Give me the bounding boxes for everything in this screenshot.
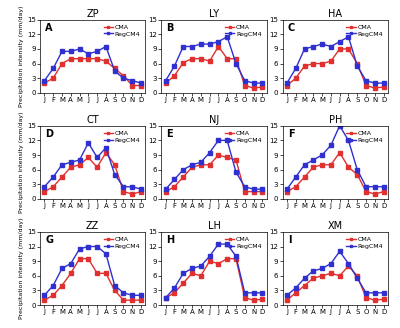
Y-axis label: Precipitation intensity (mm/day): Precipitation intensity (mm/day) <box>19 6 24 107</box>
Y-axis label: Precipitation intensity (mm/day): Precipitation intensity (mm/day) <box>19 218 24 319</box>
Legend: CMA, RegCM4: CMA, RegCM4 <box>344 23 385 39</box>
Legend: CMA, RegCM4: CMA, RegCM4 <box>102 235 142 251</box>
Legend: CMA, RegCM4: CMA, RegCM4 <box>223 23 264 39</box>
Title: LY: LY <box>209 9 219 19</box>
Text: G: G <box>45 235 53 245</box>
Legend: CMA, RegCM4: CMA, RegCM4 <box>344 129 385 145</box>
Text: B: B <box>166 23 174 32</box>
Text: I: I <box>288 235 291 245</box>
Text: F: F <box>288 129 294 139</box>
Title: XM: XM <box>328 221 343 231</box>
Legend: CMA, RegCM4: CMA, RegCM4 <box>344 235 385 251</box>
Text: C: C <box>288 23 295 32</box>
Legend: CMA, RegCM4: CMA, RegCM4 <box>223 129 264 145</box>
Title: LH: LH <box>208 221 220 231</box>
Title: CT: CT <box>86 115 99 125</box>
Y-axis label: Precipitation intensity (mm/day): Precipitation intensity (mm/day) <box>19 112 24 213</box>
Text: A: A <box>45 23 53 32</box>
Legend: CMA, RegCM4: CMA, RegCM4 <box>102 23 142 39</box>
Title: NJ: NJ <box>209 115 219 125</box>
Text: H: H <box>166 235 175 245</box>
Title: ZP: ZP <box>86 9 99 19</box>
Title: HA: HA <box>328 9 342 19</box>
Title: PH: PH <box>328 115 342 125</box>
Legend: CMA, RegCM4: CMA, RegCM4 <box>102 129 142 145</box>
Text: D: D <box>45 129 53 139</box>
Title: ZZ: ZZ <box>86 221 99 231</box>
Legend: CMA, RegCM4: CMA, RegCM4 <box>223 235 264 251</box>
Text: E: E <box>166 129 173 139</box>
